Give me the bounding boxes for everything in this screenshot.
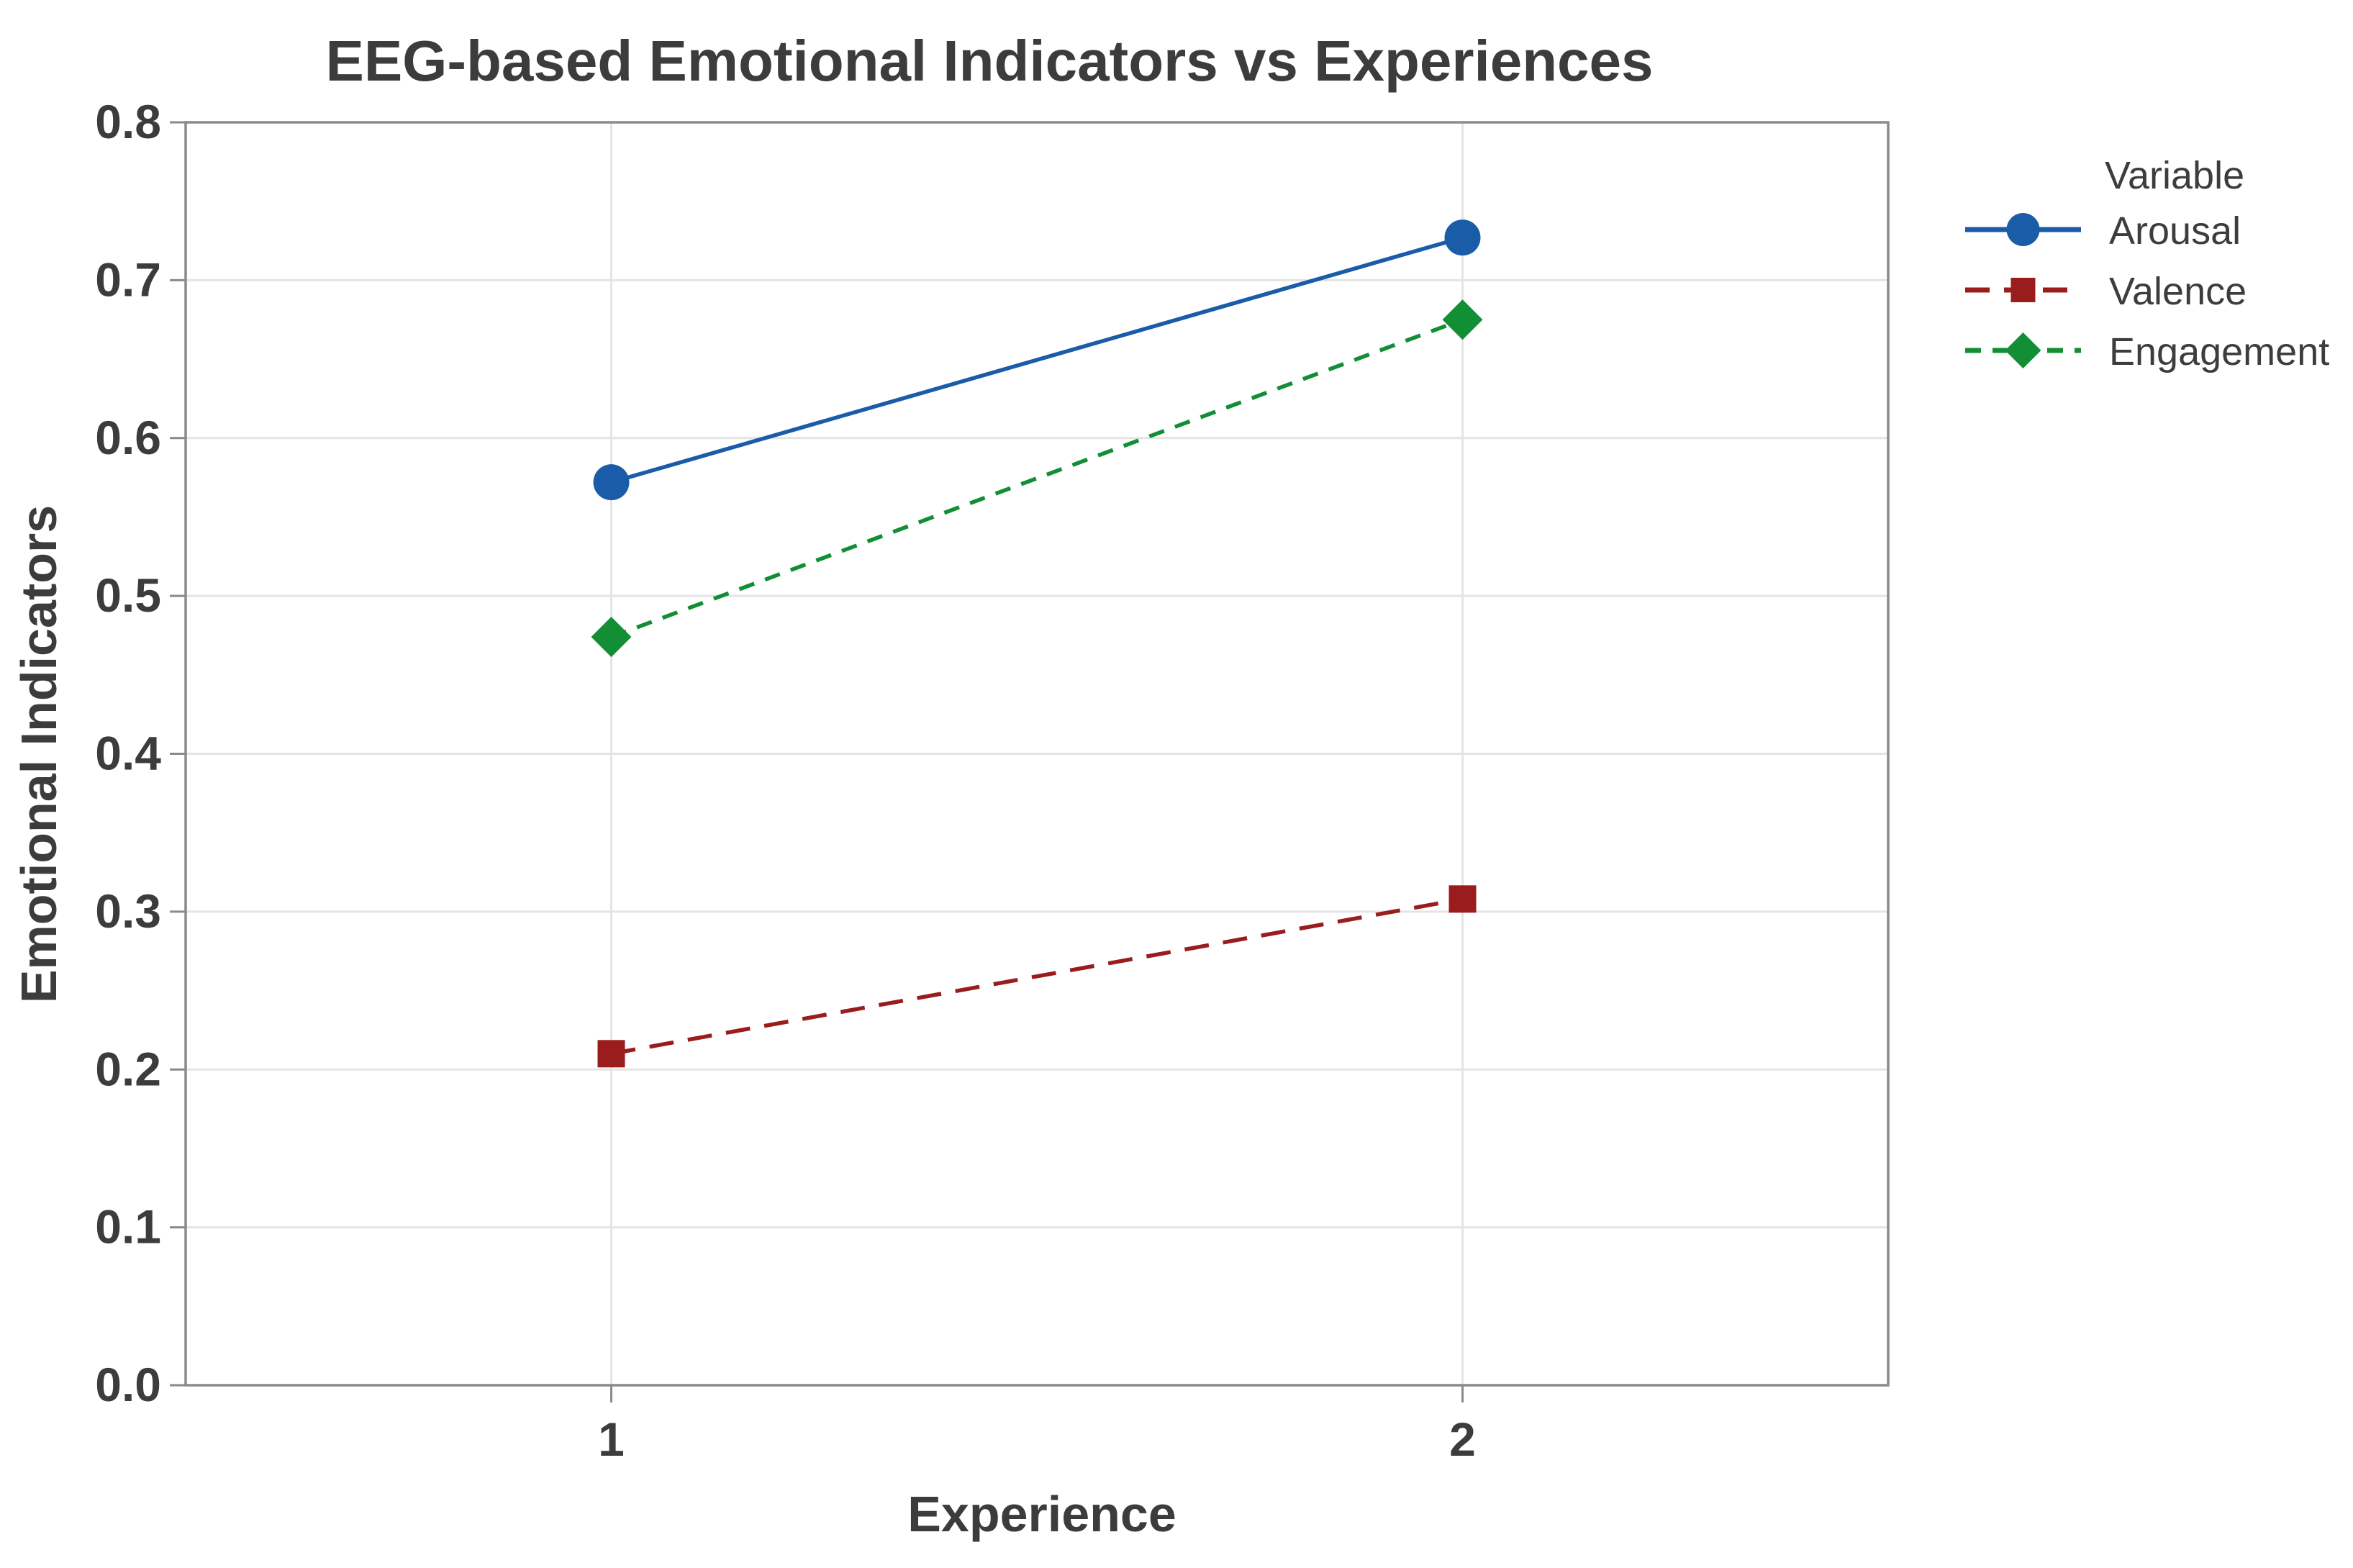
y-tick-label: 0.6 [95,411,161,464]
legend-item-label: Valence [2109,270,2247,313]
legend-samples [1965,213,2081,368]
y-axis-title: Emotional Indicators [11,505,67,1003]
y-tick-label: 0.7 [95,253,161,306]
legend-sample-marker [2005,332,2041,368]
legend-item-label: Arousal [2109,209,2241,253]
y-tick-label: 0.8 [95,95,161,148]
series-line-engagement [610,317,1464,639]
legend: Variable Arousal Valence Engagement [1965,154,2329,373]
chart-title: EEG-based Emotional Indicators vs Experi… [325,29,1653,93]
series-lines [591,219,1483,1068]
y-tick-label: 0.0 [95,1358,161,1411]
y-tick-label: 0.2 [95,1042,161,1095]
legend-item-label: Engagement [2109,330,2329,373]
x-axis-title: Experience [907,1486,1176,1542]
legend-title: Variable [2105,154,2244,197]
data-point-engagement [1442,299,1483,340]
series-line-valence [611,897,1463,1056]
data-point-valence [597,1040,625,1068]
legend-sample-marker [2006,213,2040,246]
axes: 0.0 0.1 0.2 0.3 0.4 0.5 0.6 0.7 0.8 1 2 [95,95,1476,1466]
y-tick-label: 0.3 [95,884,161,938]
x-tick-label: 2 [1449,1413,1476,1466]
y-tick-label: 0.4 [95,727,161,780]
gridlines [186,122,1888,1385]
legend-sample-marker [2010,278,2036,302]
x-tick-label: 1 [598,1413,625,1466]
data-point-arousal [1444,219,1481,256]
y-tick-label: 0.1 [95,1200,161,1254]
data-point-engagement [591,617,632,658]
series-line-arousal [610,235,1464,484]
data-point-arousal [593,464,630,501]
y-tick-label: 0.5 [95,568,161,622]
data-point-valence [1448,885,1477,913]
